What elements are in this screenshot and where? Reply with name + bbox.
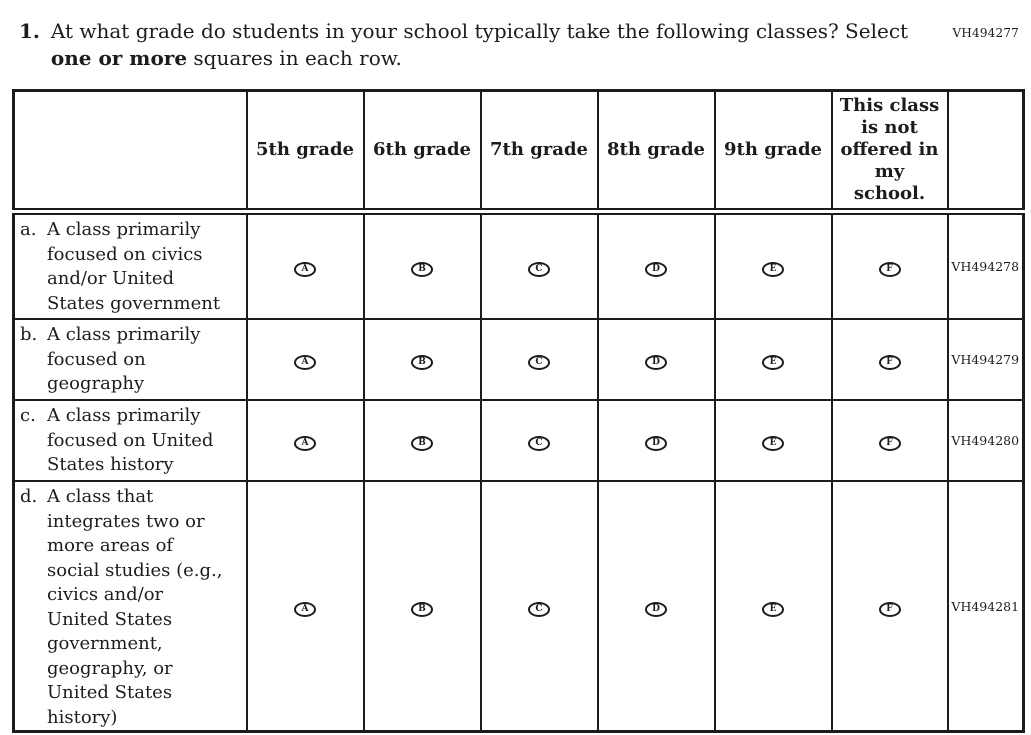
option-bubble-e[interactable]: E: [762, 355, 784, 370]
option-bubble-a[interactable]: A: [294, 436, 316, 451]
option-bubble-c[interactable]: C: [528, 355, 550, 370]
survey-table: 5th grade 6th grade 7th grade 8th grade …: [12, 89, 1025, 733]
table-row-d: d. A class that integrates two or more a…: [12, 480, 1025, 733]
option-bubble-b[interactable]: B: [411, 355, 433, 370]
option-bubble-f[interactable]: F: [878, 262, 901, 277]
column-header-7th-grade: 7th grade: [479, 89, 599, 215]
table-row-a: a. A class primarily focused on civics a…: [12, 210, 1025, 320]
question-number: 1.: [19, 19, 40, 43]
row-code: VH494280: [946, 399, 1025, 482]
row-label-cell: d. A class that integrates two or more a…: [12, 480, 248, 733]
option-bubble-c[interactable]: C: [528, 262, 550, 277]
option-bubble-d[interactable]: D: [645, 601, 667, 617]
option-bubble-f[interactable]: F: [878, 436, 901, 451]
row-label: A class that integrates two or more area…: [47, 486, 223, 728]
option-bubble-b[interactable]: B: [411, 601, 433, 617]
column-header-9th-grade: 9th grade: [713, 89, 833, 215]
column-header-8th-grade: 8th grade: [596, 89, 716, 215]
option-bubble-d[interactable]: D: [645, 262, 667, 277]
option-bubble-d[interactable]: D: [645, 355, 667, 370]
option-bubble-e[interactable]: E: [762, 436, 784, 451]
option-bubble-a[interactable]: A: [294, 601, 316, 617]
row-code: VH494279: [946, 318, 1025, 401]
option-bubble-f[interactable]: F: [878, 601, 901, 617]
option-bubble-a[interactable]: A: [294, 262, 316, 277]
option-bubble-a[interactable]: A: [294, 355, 316, 370]
option-bubble-c[interactable]: C: [528, 601, 550, 617]
row-letter: b.: [20, 324, 38, 345]
option-bubble-b[interactable]: B: [411, 262, 433, 277]
row-code: VH494281: [946, 480, 1025, 733]
header-empty-cell: [12, 89, 248, 215]
row-label: A class primarily focused on United Stat…: [47, 405, 214, 475]
option-bubble-b[interactable]: B: [411, 436, 433, 451]
option-bubble-e[interactable]: E: [762, 262, 784, 277]
question-line-1: At what grade do students in your school…: [50, 19, 909, 43]
question-line-2-rest: squares in each row.: [187, 46, 402, 70]
column-header-6th-grade: 6th grade: [362, 89, 482, 215]
question-text: At what grade do students in your school…: [51, 18, 908, 72]
row-label-cell: a. A class primarily focused on civics a…: [12, 210, 248, 320]
row-label-cell: b. A class primarily focused on geograph…: [12, 318, 248, 401]
row-code: VH494278: [946, 210, 1025, 320]
form-code: VH494277: [952, 26, 1019, 40]
column-header-5th-grade: 5th grade: [245, 89, 365, 215]
header-code-cell: [946, 89, 1025, 215]
option-bubble-d[interactable]: D: [645, 436, 667, 451]
question: 1. At what grade do students in your sch…: [19, 18, 919, 72]
question-bold-phrase: one or more: [50, 46, 188, 70]
row-label: A class primarily focused on civics and/…: [47, 219, 221, 314]
row-label: A class primarily focused on geography: [47, 324, 201, 394]
table-row-b: b. A class primarily focused on geograph…: [12, 318, 1025, 401]
row-letter: a.: [20, 219, 37, 240]
header-row: 5th grade 6th grade 7th grade 8th grade …: [12, 89, 1025, 215]
option-bubble-c[interactable]: C: [528, 436, 550, 451]
question-line-2: one or more squares in each row.: [51, 45, 908, 72]
column-header-not-offered: This class is not offered in my school.: [830, 89, 949, 215]
option-bubble-f[interactable]: F: [878, 355, 901, 370]
row-letter: c.: [20, 405, 36, 426]
option-bubble-e[interactable]: E: [762, 601, 784, 617]
table-row-c: c. A class primarily focused on United S…: [12, 399, 1025, 482]
row-label-cell: c. A class primarily focused on United S…: [12, 399, 248, 482]
row-letter: d.: [20, 486, 38, 507]
